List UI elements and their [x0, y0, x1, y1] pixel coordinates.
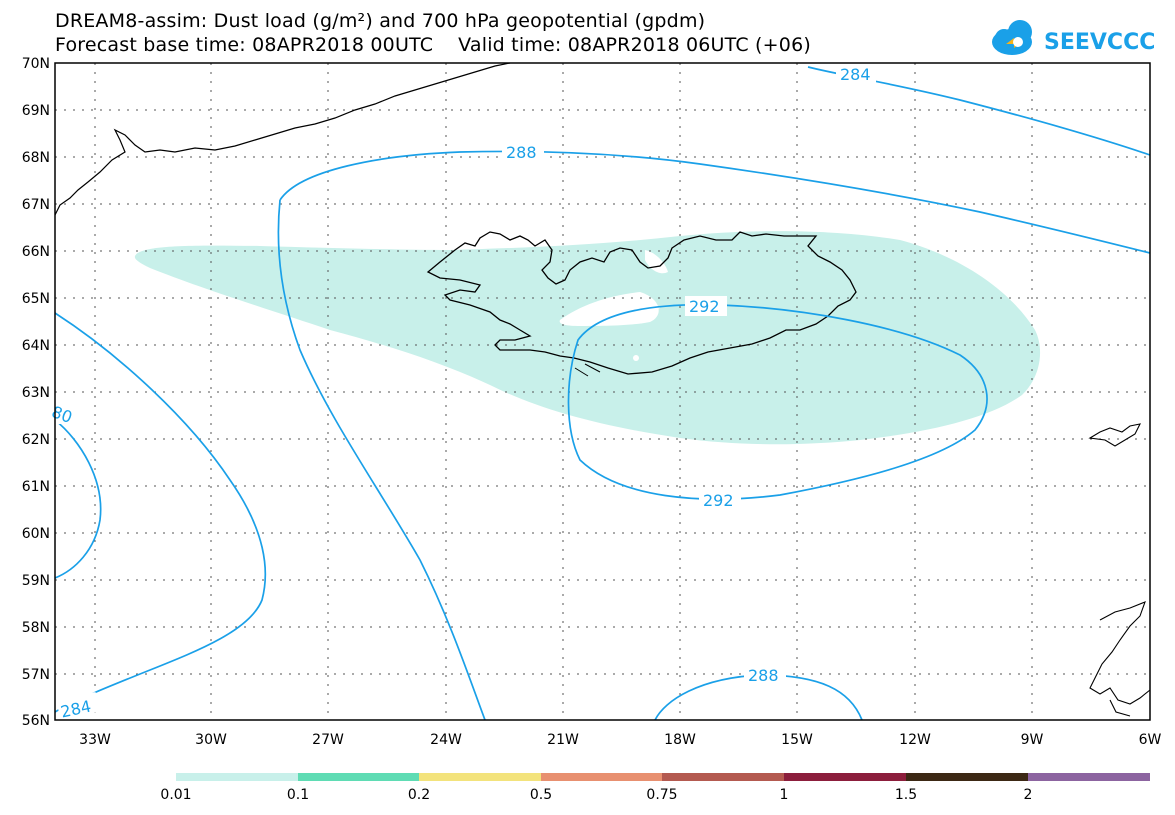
colorbar-swatch: [419, 773, 541, 781]
map-grid: [55, 63, 1150, 720]
iceland-coastline: [426, 231, 857, 375]
colorbar-label: 0.75: [646, 787, 677, 803]
lat-label: 70N: [22, 56, 50, 72]
colorbar-swatch: [906, 773, 1028, 781]
lat-label: 67N: [22, 197, 50, 213]
lat-label: 68N: [22, 150, 50, 166]
lat-label: 66N: [22, 244, 50, 260]
contour-284-left: [54, 312, 267, 713]
colorbar-swatch: [176, 773, 298, 781]
lon-label: 9W: [1021, 732, 1044, 748]
lat-label: 58N: [22, 620, 50, 636]
lon-label: 24W: [430, 732, 462, 748]
lon-label: 30W: [195, 732, 227, 748]
map-title: DREAM8-assim: Dust load (g/m²) and 700 h…: [55, 10, 706, 32]
colorbar-label: 0.2: [408, 787, 430, 803]
lat-label: 61N: [22, 479, 50, 495]
colorbar-label: 1: [780, 787, 789, 803]
colorbar-swatch: [662, 773, 784, 781]
colorbar-label: 0.1: [287, 787, 309, 803]
contour-label-288-top: 288: [506, 143, 537, 162]
colorbar: 0.01 0.1 0.2 0.5 0.75 1 1.5 2: [160, 773, 1150, 803]
lat-label: 59N: [22, 573, 50, 589]
lon-label: 18W: [664, 732, 696, 748]
colorbar-swatch: [784, 773, 906, 781]
colorbar-label: 1.5: [895, 787, 917, 803]
greenland-coastline: [54, 62, 511, 216]
contour-label-292-bottom: 292: [703, 491, 734, 510]
longitude-labels: 33W 30W 27W 24W 21W 18W 15W 12W 9W 6W: [79, 732, 1161, 748]
seevccc-logo: SEEVCCC: [992, 20, 1155, 55]
logo-text: SEEVCCC: [1044, 30, 1155, 55]
contour-288-left: [277, 199, 486, 721]
colorbar-swatch: [541, 773, 662, 781]
colorbar-swatch: [1028, 773, 1150, 781]
colorbar-label: 0.5: [530, 787, 552, 803]
lon-label: 27W: [312, 732, 344, 748]
lat-label: 57N: [22, 667, 50, 683]
colorbar-swatch: [298, 773, 419, 781]
lat-label: 62N: [22, 432, 50, 448]
faroe-coastline: [1088, 423, 1141, 447]
contour-288-top: [279, 150, 1151, 254]
lat-label: 60N: [22, 526, 50, 542]
contour-280: [54, 419, 102, 579]
scotland-coastline: [1089, 601, 1151, 717]
contour-labels: 284 288 292 292 288 284 80: [49, 64, 876, 721]
dust-area: [134, 231, 1041, 445]
lon-label: 21W: [547, 732, 579, 748]
lon-label: 33W: [79, 732, 111, 748]
lat-label: 56N: [22, 713, 50, 729]
lon-label: 15W: [781, 732, 813, 748]
lat-label: 63N: [22, 385, 50, 401]
lon-label: 6W: [1139, 732, 1162, 748]
lon-label: 12W: [899, 732, 931, 748]
map-frame: [54, 62, 1151, 721]
contour-label-292-top: 292: [689, 297, 720, 316]
colorbar-label: 0.01: [160, 787, 191, 803]
latitude-labels: 70N 69N 68N 67N 66N 65N 64N 63N 62N 61N …: [22, 56, 50, 729]
cloud-icon: [992, 20, 1032, 55]
lat-label: 64N: [22, 338, 50, 354]
contour-label-284-top: 284: [840, 65, 871, 84]
map-subtitle: Forecast base time: 08APR2018 00UTC Vali…: [55, 34, 811, 56]
lat-label: 69N: [22, 103, 50, 119]
colorbar-label: 2: [1024, 787, 1033, 803]
contour-label-288-bottom: 288: [748, 666, 779, 685]
lat-label: 65N: [22, 291, 50, 307]
